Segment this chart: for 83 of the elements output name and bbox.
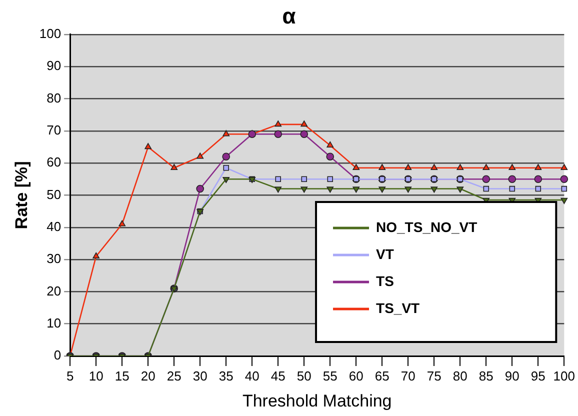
- point: [274, 120, 282, 127]
- point: [509, 186, 516, 192]
- point: [222, 152, 230, 161]
- point: [560, 164, 568, 170]
- x-tick-label: 100: [553, 368, 576, 384]
- y-tick-label: 20: [46, 283, 62, 298]
- point: [430, 164, 438, 170]
- point: [560, 198, 568, 204]
- x-tick-label: 75: [426, 368, 442, 384]
- x-tick-label: 90: [504, 368, 520, 384]
- point: [301, 176, 307, 182]
- point: [483, 186, 490, 192]
- point: [118, 220, 126, 226]
- point: [326, 141, 334, 148]
- point: [300, 120, 308, 127]
- x-tick-label: 60: [348, 368, 364, 384]
- point: [482, 164, 490, 170]
- point: [300, 186, 308, 193]
- x-tick-label: 55: [322, 368, 338, 384]
- x-tick-label: 5: [66, 368, 74, 384]
- x-tick-label: 25: [166, 368, 182, 384]
- legend-label: VT: [376, 246, 394, 262]
- y-tick-label: 0: [54, 348, 62, 363]
- y-tick-label: 80: [46, 90, 62, 106]
- point: [92, 252, 100, 258]
- point: [535, 186, 542, 192]
- legend-label: TS_VT: [376, 300, 420, 316]
- point: [430, 186, 438, 193]
- point: [222, 130, 230, 136]
- y-tick-label: 90: [46, 58, 62, 74]
- point: [326, 186, 334, 193]
- x-tick-label: 65: [374, 368, 390, 384]
- point: [274, 186, 282, 193]
- y-tick-label: 100: [39, 26, 62, 41]
- legend-label: NO_TS_NO_VT: [376, 218, 478, 235]
- point: [482, 175, 490, 184]
- x-tick-label: 80: [452, 368, 468, 384]
- point: [560, 175, 568, 184]
- point: [378, 186, 386, 193]
- point: [326, 152, 334, 161]
- x-axis-title: Threshold Matching: [242, 391, 392, 410]
- point: [327, 176, 333, 182]
- y-tick-label: 10: [46, 315, 62, 330]
- point: [196, 184, 204, 193]
- point: [222, 176, 230, 184]
- chart-title: α: [282, 3, 296, 28]
- point: [352, 186, 360, 193]
- point: [561, 186, 568, 192]
- x-tick-label: 15: [114, 368, 130, 384]
- x-tick-label: 95: [530, 368, 546, 384]
- x-tick-label: 85: [478, 368, 494, 384]
- y-tick-label: 40: [46, 218, 62, 234]
- x-tick-label: 40: [244, 368, 260, 384]
- point: [534, 175, 542, 184]
- point: [144, 143, 152, 150]
- point: [352, 164, 360, 170]
- point: [275, 176, 281, 182]
- point: [508, 164, 516, 170]
- point: [196, 152, 204, 159]
- point: [534, 164, 542, 170]
- x-tick-label: 30: [192, 368, 208, 384]
- point: [456, 186, 464, 193]
- point: [508, 175, 516, 184]
- y-tick-label: 30: [46, 251, 62, 266]
- x-tick-label: 50: [296, 368, 312, 384]
- x-tick-label: 70: [400, 368, 416, 384]
- x-tick-label: 45: [270, 368, 286, 384]
- x-tick-label: 35: [218, 368, 234, 384]
- x-tick-label: 10: [88, 368, 104, 384]
- point: [456, 164, 464, 170]
- x-tick-label: 20: [140, 368, 156, 384]
- point: [404, 164, 412, 170]
- legend-label: TS: [376, 272, 394, 289]
- point: [170, 164, 178, 170]
- y-tick-label: 50: [46, 186, 62, 202]
- y-axis-title: Rate [%]: [12, 161, 31, 230]
- point: [274, 130, 282, 138]
- y-tick-label: 70: [46, 122, 62, 138]
- point: [404, 186, 412, 193]
- y-tick-label: 60: [46, 154, 62, 170]
- point: [378, 164, 386, 170]
- point: [300, 130, 308, 138]
- point: [223, 164, 229, 171]
